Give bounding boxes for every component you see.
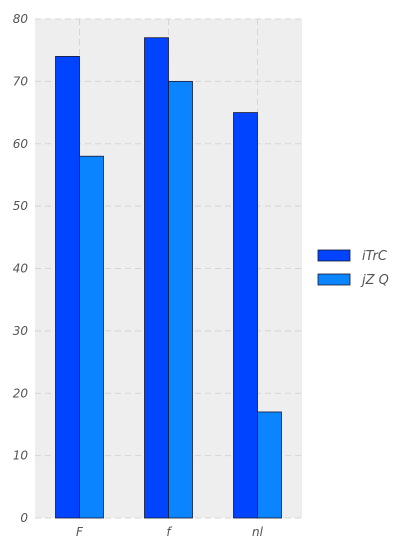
y-tick-label: 0 — [20, 511, 28, 525]
bar-jZ-Q-f — [168, 80, 193, 519]
legend-swatch — [317, 273, 351, 286]
y-tick-label: 30 — [13, 324, 29, 338]
y-tick-label: 40 — [13, 262, 29, 276]
bars — [55, 37, 282, 519]
y-tick-label: 60 — [13, 137, 29, 151]
y-tick-label: 50 — [13, 199, 29, 213]
y-axis-ticks: 0 10 20 30 40 50 60 70 80 — [13, 12, 29, 525]
legend: iTrC jZ Q — [317, 249, 389, 288]
legend-swatch — [317, 249, 351, 262]
y-tick-label: 80 — [13, 12, 29, 26]
bar-iTrC-nl — [233, 112, 258, 519]
legend-label: jZ Q — [360, 273, 389, 288]
bar-iTrC-f — [144, 37, 169, 519]
x-tick-label: nl — [252, 525, 264, 539]
y-tick-label: 10 — [13, 449, 29, 463]
bar-iTrC-F — [55, 56, 80, 519]
bar-jZ-Q-F — [79, 155, 104, 519]
x-tick-label: f — [166, 525, 172, 539]
bar-jZ-Q-nl — [257, 411, 282, 519]
y-tick-label: 20 — [13, 386, 29, 400]
x-tick-label: F — [76, 525, 84, 539]
y-tick-label: 70 — [13, 74, 29, 88]
legend-label: iTrC — [362, 249, 388, 264]
